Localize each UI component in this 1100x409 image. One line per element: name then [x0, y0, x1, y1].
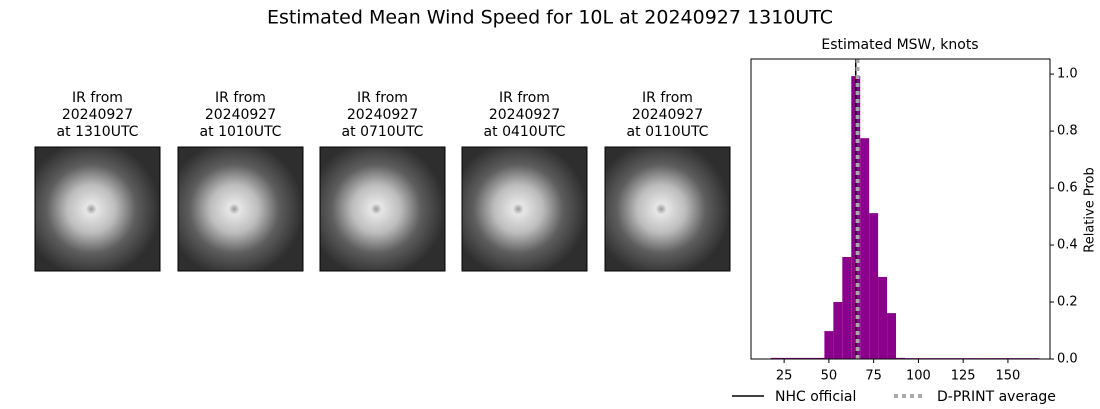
satellite-image [461, 146, 588, 272]
satellite-image [34, 146, 161, 272]
y-tick-label: 0.6 [1057, 181, 1078, 196]
histogram-bar [770, 357, 780, 359]
panel-label: IR from [72, 90, 123, 106]
histogram-bar [869, 213, 879, 359]
panel-label: IR from [215, 90, 266, 106]
x-tick-label: 150 [996, 369, 1021, 384]
chart-title: Estimated Mean Wind Speed for 10L at 202… [267, 7, 833, 29]
y-tick-label: 0.8 [1057, 124, 1078, 139]
panel-label: IR from [642, 90, 693, 106]
panel-label: at 1310UTC [57, 124, 139, 140]
panel-label: at 0410UTC [484, 124, 566, 140]
x-tick-label: 25 [776, 369, 793, 384]
panel-label: 20240927 [205, 107, 276, 123]
panel-label: at 0710UTC [342, 124, 424, 140]
panel-label: IR from [499, 90, 550, 106]
x-tick-label: 125 [951, 369, 976, 384]
histogram-bar [842, 257, 852, 359]
histogram-bar [806, 357, 816, 359]
y-tick-label: 0.2 [1057, 295, 1078, 310]
histogram-plot: 25 50 75 100 125 150 0.0 0.2 0.4 0.6 0.8 1.0 [750, 58, 1078, 384]
y-tick-label: 1.0 [1057, 67, 1078, 82]
histogram-bar [860, 138, 870, 359]
histogram-bar [824, 331, 834, 359]
panel-label: 20240927 [62, 107, 133, 123]
plot-frame [750, 58, 1051, 360]
histogram-bar [887, 313, 897, 359]
panel-label: IR from [357, 90, 408, 106]
legend: NHC official D-PRINT average [732, 389, 1056, 405]
panel-label: 20240927 [489, 107, 560, 123]
panel-label: at 0110UTC [627, 124, 709, 140]
x-tick-label: 50 [821, 369, 838, 384]
panel-label: 20240927 [632, 107, 703, 123]
satellite-image [319, 146, 446, 272]
x-tick-label: 100 [906, 369, 931, 384]
x-tick-label: 75 [865, 369, 882, 384]
legend-label: D-PRINT average [937, 389, 1056, 405]
panel-label: 20240927 [347, 107, 418, 123]
histogram-bar [896, 357, 905, 359]
y-axis-label: Relative Prob [1083, 167, 1098, 252]
panel-label: at 1010UTC [200, 124, 282, 140]
legend-label: NHC official [775, 389, 856, 405]
satellite-image [177, 146, 304, 272]
subtitle: Estimated MSW, knots [821, 37, 978, 53]
histogram-bar [779, 357, 789, 359]
histogram-bar [815, 357, 825, 359]
y-tick-label: 0.0 [1057, 352, 1078, 367]
histogram-bar [878, 276, 888, 359]
y-tick-label: 0.4 [1057, 238, 1078, 253]
histogram-bar [797, 357, 807, 359]
histogram-bar [788, 357, 798, 359]
satellite-image [604, 146, 731, 272]
histogram-bar [833, 302, 843, 359]
